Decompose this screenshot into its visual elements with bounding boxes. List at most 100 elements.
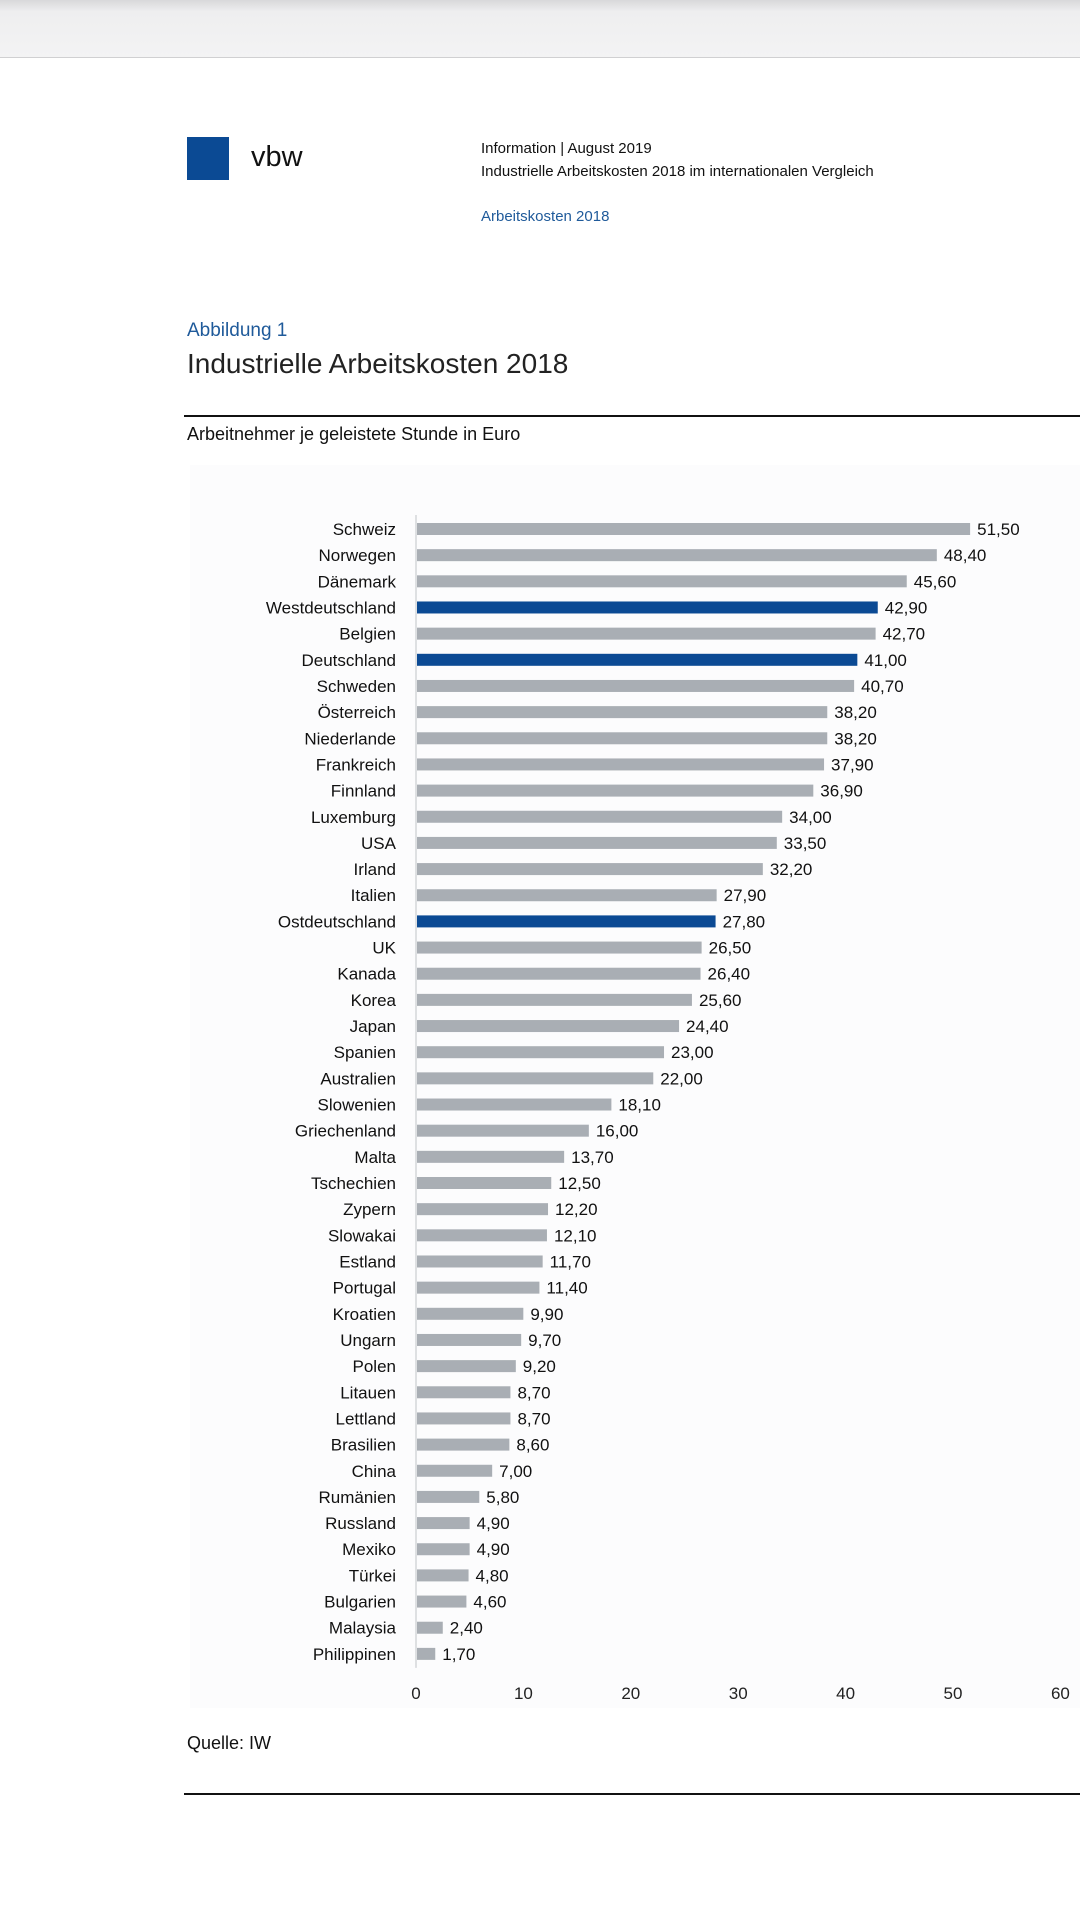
category-label: Mexiko — [342, 1540, 396, 1559]
category-label: Griechenland — [295, 1122, 396, 1141]
value-label: 25,60 — [699, 991, 742, 1010]
value-label: 9,90 — [530, 1305, 563, 1324]
value-label: 9,70 — [528, 1331, 561, 1350]
value-label: 12,50 — [558, 1174, 601, 1193]
category-label: Australien — [320, 1069, 396, 1088]
value-label: 41,00 — [864, 651, 907, 670]
bar — [417, 1098, 612, 1111]
value-label: 42,70 — [883, 625, 926, 644]
category-label: Estland — [339, 1252, 396, 1271]
category-label: Tschechien — [311, 1174, 396, 1193]
category-label: Luxemburg — [311, 808, 396, 827]
value-label: 38,20 — [834, 729, 877, 748]
value-label: 4,80 — [476, 1566, 509, 1585]
bar — [417, 915, 716, 928]
category-label: Slowenien — [318, 1096, 396, 1115]
category-label: Kroatien — [333, 1305, 396, 1324]
value-label: 32,20 — [770, 860, 813, 879]
bar — [417, 1412, 511, 1425]
bar — [417, 653, 858, 666]
bar — [417, 1543, 470, 1556]
value-label: 13,70 — [571, 1148, 614, 1167]
figure-title: Industrielle Arbeitskosten 2018 — [187, 348, 569, 379]
value-label: 36,90 — [820, 782, 863, 801]
bar — [417, 1647, 436, 1660]
bar — [417, 601, 878, 614]
value-label: 27,90 — [724, 886, 767, 905]
section-label: Arbeitskosten 2018 — [481, 208, 610, 225]
bar — [417, 1386, 511, 1399]
category-label: Zypern — [343, 1200, 396, 1219]
category-label: Schweiz — [333, 520, 396, 539]
value-label: 12,20 — [555, 1200, 598, 1219]
bar — [417, 889, 717, 902]
category-label: Belgien — [339, 625, 396, 644]
bar — [417, 549, 937, 562]
category-label: Finnland — [331, 782, 396, 801]
value-label: 4,60 — [473, 1593, 506, 1612]
value-label: 11,40 — [546, 1279, 587, 1298]
value-label: 22,00 — [660, 1069, 703, 1088]
bar — [417, 993, 692, 1006]
category-label: Norwegen — [319, 546, 397, 565]
category-label: Bulgarien — [324, 1593, 396, 1612]
category-label: Rumänien — [319, 1488, 397, 1507]
category-label: Ostdeutschland — [278, 912, 396, 931]
value-label: 38,20 — [834, 703, 877, 722]
value-label: 26,40 — [708, 965, 751, 984]
category-label: Japan — [350, 1017, 396, 1036]
value-label: 18,10 — [618, 1096, 661, 1115]
category-label: Litauen — [340, 1383, 396, 1402]
bar — [417, 1464, 493, 1477]
vbw-logo-square — [187, 137, 229, 180]
category-label: Frankreich — [316, 755, 396, 774]
category-label: Niederlande — [304, 729, 396, 748]
value-label: 23,00 — [671, 1043, 714, 1062]
bar — [417, 810, 783, 823]
value-label: 40,70 — [861, 677, 904, 696]
category-label: Malaysia — [329, 1619, 397, 1638]
bar — [417, 863, 763, 876]
category-label: China — [352, 1462, 397, 1481]
value-label: 11,70 — [550, 1252, 591, 1271]
x-tick-label: 0 — [411, 1684, 420, 1703]
bar — [417, 1517, 470, 1530]
category-label: Italien — [351, 886, 396, 905]
category-label: Korea — [351, 991, 397, 1010]
bar — [417, 627, 876, 640]
top-divider — [184, 415, 1080, 417]
value-label: 4,90 — [477, 1514, 510, 1533]
bar — [417, 1438, 510, 1451]
bar — [417, 1333, 522, 1346]
category-label: Polen — [353, 1357, 396, 1376]
x-tick-label: 10 — [514, 1684, 533, 1703]
bar — [417, 732, 828, 745]
value-label: 7,00 — [499, 1462, 532, 1481]
category-label: Spanien — [334, 1043, 396, 1062]
category-label: Irland — [353, 860, 396, 879]
category-label: Österreich — [318, 703, 396, 722]
value-label: 51,50 — [977, 520, 1020, 539]
value-label: 8,60 — [516, 1436, 549, 1455]
bar — [417, 1569, 469, 1582]
value-label: 37,90 — [831, 755, 874, 774]
x-tick-label: 30 — [729, 1684, 748, 1703]
bar — [417, 1203, 549, 1216]
value-label: 33,50 — [784, 834, 827, 853]
browser-top-bar — [0, 0, 1080, 58]
bar — [417, 836, 777, 849]
value-label: 42,90 — [885, 598, 928, 617]
category-label: Ungarn — [340, 1331, 396, 1350]
value-label: 9,20 — [523, 1357, 556, 1376]
bar — [417, 941, 702, 954]
value-label: 48,40 — [944, 546, 987, 565]
value-label: 5,80 — [486, 1488, 519, 1507]
category-label: Schweden — [317, 677, 396, 696]
value-label: 24,40 — [686, 1017, 729, 1036]
category-label: Slowakai — [328, 1226, 396, 1245]
value-label: 27,80 — [723, 912, 766, 931]
bar — [417, 1020, 680, 1033]
category-label: UK — [372, 939, 396, 958]
category-label: Portugal — [333, 1279, 396, 1298]
